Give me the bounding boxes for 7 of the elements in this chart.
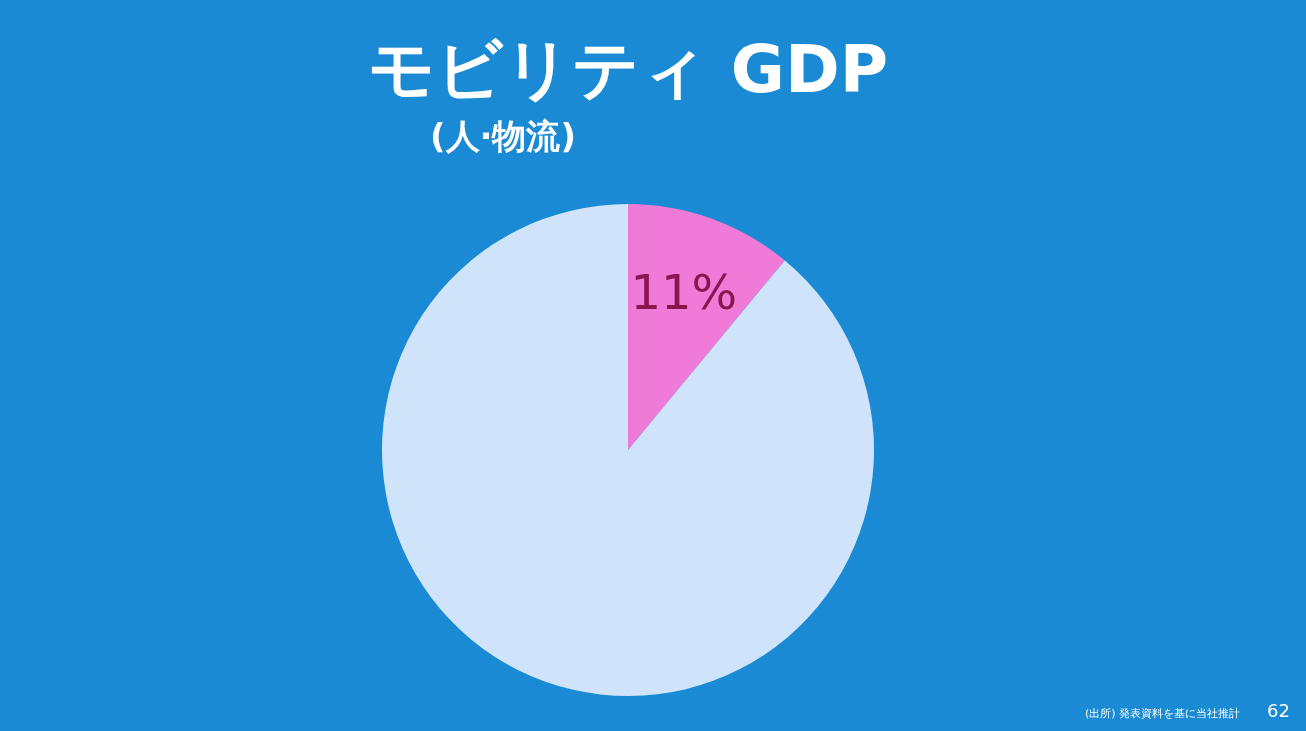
pie-slice	[382, 204, 874, 696]
data-label: 11%	[630, 263, 738, 320]
text: 62	[1267, 700, 1290, 721]
text: (出所) 発表資料を基に当社推計	[1084, 707, 1240, 720]
chart-subtitle: (人·物流)	[430, 116, 576, 156]
chart-title: モビリティ GDP	[367, 31, 889, 108]
pie-slice	[628, 204, 785, 450]
